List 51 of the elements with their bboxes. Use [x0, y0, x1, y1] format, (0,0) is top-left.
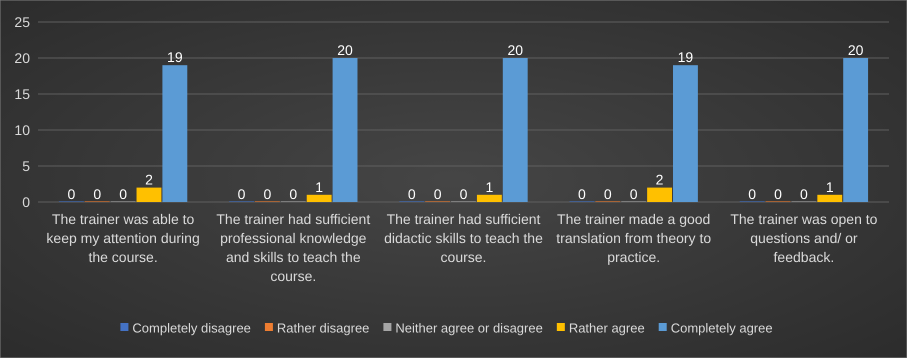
- data-label: 2: [145, 172, 154, 188]
- bar: [162, 65, 188, 202]
- data-label: 0: [800, 186, 808, 202]
- bar: [843, 58, 868, 202]
- y-tick-label: 15: [14, 86, 30, 102]
- data-label: 0: [119, 186, 128, 202]
- x-tick-label: The trainer had sufficient professional knowledge and skills to teach the course.: [216, 211, 370, 284]
- legend-label: Rather disagree: [276, 320, 370, 336]
- bar: [817, 194, 842, 202]
- data-label: 0: [408, 186, 416, 202]
- data-label: 0: [578, 186, 586, 202]
- bar: [476, 194, 502, 202]
- data-label: 1: [315, 178, 324, 195]
- y-tick-label: 25: [14, 14, 30, 30]
- x-tick-label: The trainer was open to questions and/ or feedback.: [730, 211, 878, 265]
- data-label: 0: [238, 186, 246, 202]
- bar: [502, 58, 528, 202]
- x-tick-label: The trainer had sufficient didactic skills to teach the course.: [384, 211, 544, 265]
- y-tick-label: 5: [22, 158, 30, 174]
- data-label: 20: [848, 42, 864, 58]
- data-label: 0: [67, 186, 76, 202]
- legend-label: Rather agree: [568, 320, 645, 336]
- legend-label: Neither agree or disagree: [395, 320, 543, 336]
- bar: [647, 188, 672, 202]
- data-label: 0: [289, 186, 298, 202]
- data-label: 1: [826, 178, 834, 195]
- data-label: 0: [604, 186, 612, 202]
- data-label: 20: [507, 42, 524, 58]
- x-tick-label: The trainer made a good translation from theory to practice.: [556, 211, 712, 265]
- legend-label: Completely disagree: [132, 320, 251, 336]
- bar: [136, 188, 162, 202]
- data-label: 20: [337, 42, 354, 58]
- data-label: 19: [678, 49, 694, 66]
- data-label: 0: [774, 186, 782, 202]
- data-label: 0: [630, 186, 638, 202]
- x-tick-label: The trainer was able to keep my attention during the course.: [46, 211, 200, 265]
- y-tick-label: 20: [14, 50, 30, 66]
- legend-label: Completely agree: [670, 320, 773, 336]
- data-label: 1: [485, 178, 494, 195]
- y-tick-label: 0: [22, 194, 30, 210]
- bar: [306, 194, 332, 202]
- data-label: 0: [460, 186, 468, 202]
- data-label: 0: [264, 186, 272, 202]
- bar: [673, 65, 698, 202]
- data-label: 19: [167, 49, 183, 66]
- y-tick-label: 10: [14, 122, 30, 138]
- data-label: 0: [93, 186, 102, 202]
- data-label: 0: [748, 186, 756, 202]
- data-label: 0: [434, 186, 442, 202]
- data-label: 2: [656, 172, 664, 188]
- bar: [332, 58, 358, 202]
